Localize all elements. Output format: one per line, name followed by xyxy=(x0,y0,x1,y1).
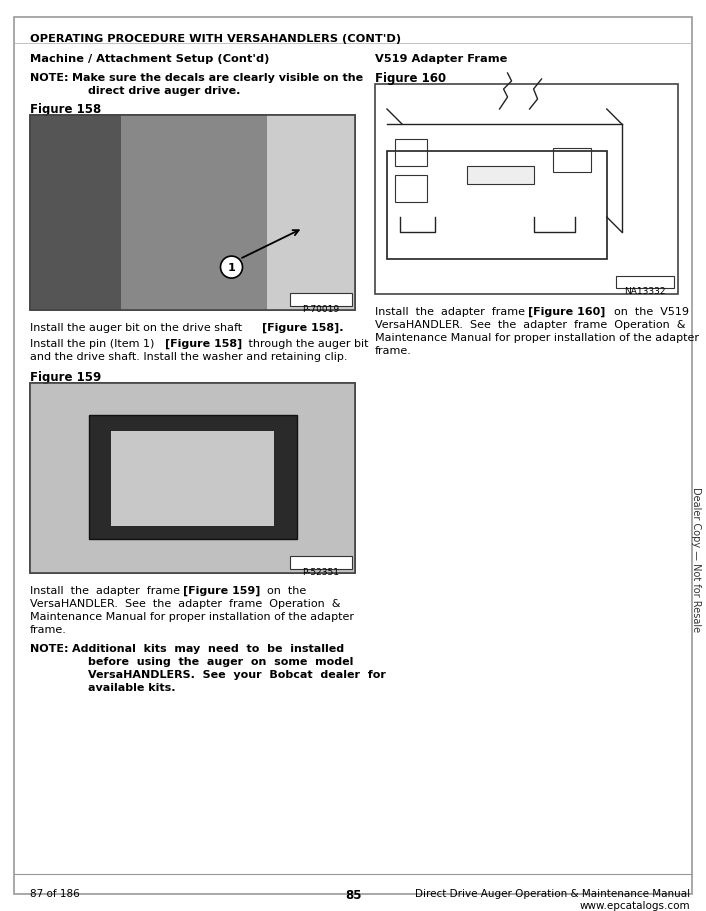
Text: Figure 160: Figure 160 xyxy=(375,72,446,85)
Text: 85: 85 xyxy=(345,888,361,901)
Text: Install the pin (Item 1): Install the pin (Item 1) xyxy=(30,339,158,349)
Text: VersaHANDLER.  See  the  adapter  frame  Operation  &: VersaHANDLER. See the adapter frame Oper… xyxy=(30,599,340,609)
Text: Figure 159: Figure 159 xyxy=(30,371,101,384)
Text: 87 of 186: 87 of 186 xyxy=(30,888,80,898)
Text: P-70019: P-70019 xyxy=(302,304,340,313)
Text: frame.: frame. xyxy=(375,345,412,355)
Text: [Figure 160]: [Figure 160] xyxy=(528,307,605,317)
Text: P-52351: P-52351 xyxy=(302,568,340,577)
Text: V519 Adapter Frame: V519 Adapter Frame xyxy=(375,54,508,64)
Text: Direct Drive Auger Operation & Maintenance Manual: Direct Drive Auger Operation & Maintenan… xyxy=(415,888,690,898)
Text: OPERATING PROCEDURE WITH VERSAHANDLERS (CONT'D): OPERATING PROCEDURE WITH VERSAHANDLERS (… xyxy=(30,34,401,44)
Text: [Figure 158].: [Figure 158]. xyxy=(262,322,344,333)
Text: available kits.: available kits. xyxy=(88,682,176,692)
Bar xyxy=(112,431,274,526)
Text: Install the auger bit on the drive shaft: Install the auger bit on the drive shaft xyxy=(30,322,246,333)
Circle shape xyxy=(220,257,242,279)
Bar xyxy=(121,116,268,311)
Bar xyxy=(616,277,674,289)
Text: NOTE:: NOTE: xyxy=(30,643,68,653)
Text: and the drive shaft. Install the washer and retaining clip.: and the drive shaft. Install the washer … xyxy=(30,352,347,362)
Bar xyxy=(467,167,534,185)
Text: [Figure 159]: [Figure 159] xyxy=(183,586,261,596)
Text: Maintenance Manual for proper installation of the adapter: Maintenance Manual for proper installati… xyxy=(30,611,354,621)
Bar xyxy=(395,140,427,167)
Text: [Figure 158]: [Figure 158] xyxy=(165,339,242,349)
Bar xyxy=(387,152,606,260)
Bar xyxy=(30,116,121,311)
Bar xyxy=(30,384,355,573)
Text: Machine / Attachment Setup (Cont'd): Machine / Attachment Setup (Cont'd) xyxy=(30,54,270,64)
Text: Figure 158: Figure 158 xyxy=(30,103,101,116)
Bar xyxy=(290,557,352,569)
Text: before  using  the  auger  on  some  model: before using the auger on some model xyxy=(88,656,354,666)
Bar xyxy=(88,415,297,539)
Text: on  the  V519: on the V519 xyxy=(607,307,689,317)
Text: Maintenance Manual for proper installation of the adapter: Maintenance Manual for proper installati… xyxy=(375,333,699,343)
Bar xyxy=(30,384,355,573)
Text: Dealer Copy — Not for Resale: Dealer Copy — Not for Resale xyxy=(691,486,701,632)
Bar xyxy=(30,116,355,311)
Text: direct drive auger drive.: direct drive auger drive. xyxy=(88,86,240,96)
Text: on  the: on the xyxy=(260,586,306,596)
Text: Make sure the decals are clearly visible on the: Make sure the decals are clearly visible… xyxy=(72,73,363,83)
Bar xyxy=(375,85,678,294)
Bar xyxy=(268,116,355,311)
Text: 1: 1 xyxy=(227,262,235,272)
Text: Install  the  adapter  frame: Install the adapter frame xyxy=(30,586,184,596)
Text: NOTE:: NOTE: xyxy=(30,73,76,83)
Text: Install  the  adapter  frame: Install the adapter frame xyxy=(375,307,529,317)
Text: frame.: frame. xyxy=(30,624,67,634)
Text: NA13332: NA13332 xyxy=(624,287,666,296)
Bar xyxy=(395,176,427,203)
Text: Additional  kits  may  need  to  be  installed: Additional kits may need to be installed xyxy=(72,643,344,653)
Text: VersaHANDLER.  See  the  adapter  frame  Operation  &: VersaHANDLER. See the adapter frame Oper… xyxy=(375,320,686,330)
Text: VersaHANDLERS.  See  your  Bobcat  dealer  for: VersaHANDLERS. See your Bobcat dealer fo… xyxy=(88,670,386,680)
Bar xyxy=(30,116,355,311)
Bar xyxy=(554,148,591,173)
Text: through the auger bit: through the auger bit xyxy=(245,339,369,349)
Bar xyxy=(30,384,355,573)
Bar xyxy=(290,293,352,307)
Text: www.epcatalogs.com: www.epcatalogs.com xyxy=(580,900,690,910)
